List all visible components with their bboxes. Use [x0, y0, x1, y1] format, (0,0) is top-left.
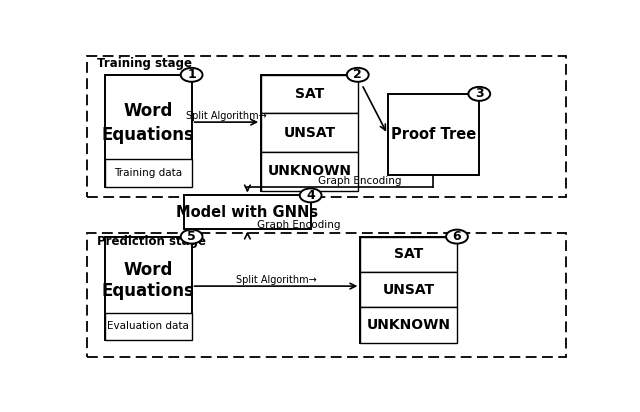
Text: Split Algorithm→: Split Algorithm→: [186, 110, 267, 121]
Circle shape: [180, 68, 202, 82]
Text: Equations: Equations: [102, 282, 195, 300]
Text: Word: Word: [124, 102, 173, 120]
Circle shape: [468, 87, 490, 101]
Bar: [360, 236, 457, 272]
Bar: [88, 234, 566, 357]
Text: Split Algorithm→: Split Algorithm→: [236, 274, 316, 285]
Text: Graph Encoding: Graph Encoding: [257, 220, 341, 230]
Circle shape: [446, 229, 468, 243]
Circle shape: [180, 229, 202, 243]
Text: 1: 1: [188, 68, 196, 81]
Text: Evaluation data: Evaluation data: [108, 321, 189, 331]
Bar: [184, 195, 310, 229]
Circle shape: [347, 68, 369, 82]
Text: UNSAT: UNSAT: [383, 283, 435, 297]
Bar: [105, 313, 191, 340]
Text: Graph Encoding: Graph Encoding: [319, 176, 402, 186]
Text: 4: 4: [307, 189, 315, 202]
Bar: [105, 75, 191, 187]
Bar: [360, 236, 457, 343]
Text: Equations: Equations: [102, 126, 195, 143]
Text: Proof Tree: Proof Tree: [391, 127, 476, 142]
Text: Word: Word: [124, 261, 173, 279]
Text: 6: 6: [452, 230, 461, 243]
Text: UNKNOWN: UNKNOWN: [268, 164, 351, 178]
Text: SAT: SAT: [295, 87, 324, 101]
Text: Model with GNNs: Model with GNNs: [177, 204, 319, 220]
Text: UNKNOWN: UNKNOWN: [367, 318, 451, 332]
Bar: [360, 272, 457, 307]
Bar: [105, 159, 191, 187]
Text: 3: 3: [475, 87, 484, 101]
Text: UNSAT: UNSAT: [284, 126, 335, 140]
Bar: [261, 75, 358, 113]
Bar: [360, 307, 457, 343]
Bar: [261, 113, 358, 152]
Bar: [388, 94, 479, 175]
Text: Training data: Training data: [114, 168, 182, 178]
Bar: [261, 152, 358, 191]
Bar: [88, 56, 566, 197]
Text: 5: 5: [188, 230, 196, 243]
Bar: [261, 75, 358, 191]
Circle shape: [300, 188, 321, 202]
Bar: [105, 236, 191, 340]
Text: 2: 2: [353, 68, 362, 81]
Text: SAT: SAT: [394, 247, 423, 261]
Text: Training stage: Training stage: [97, 57, 193, 70]
Text: Prediction stage: Prediction stage: [97, 235, 206, 248]
